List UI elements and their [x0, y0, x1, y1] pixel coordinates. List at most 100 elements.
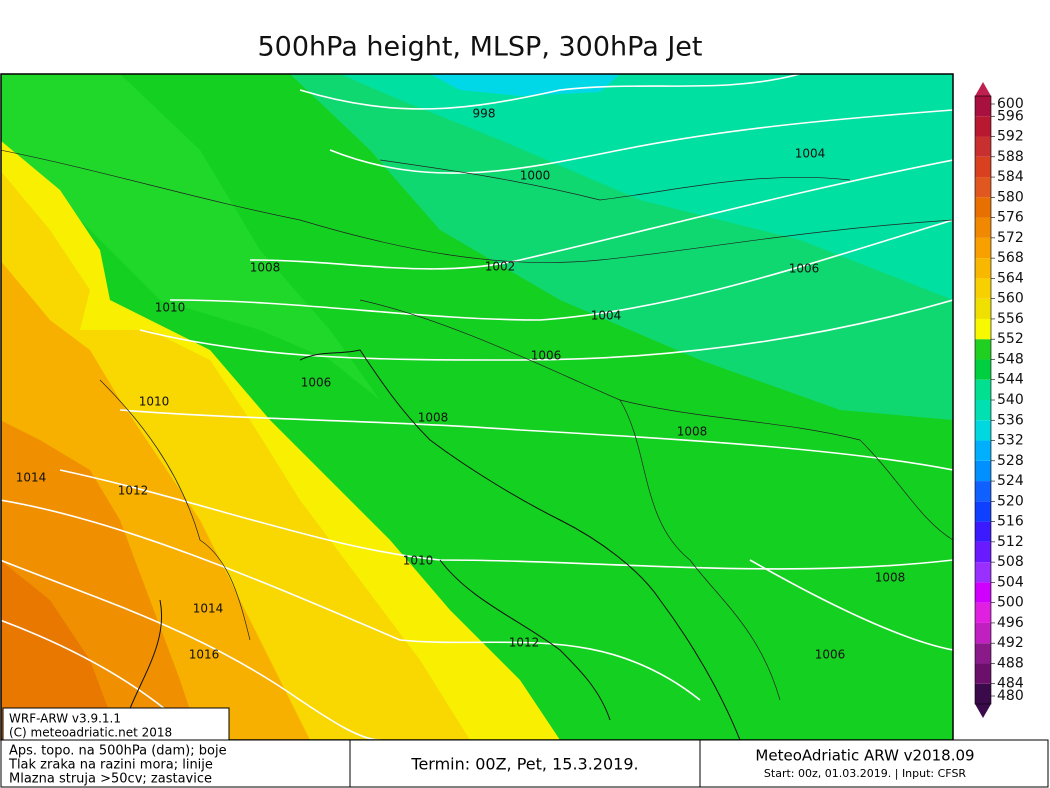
colorbar-swatch: [975, 177, 991, 198]
colorbar-arrow-top: [975, 82, 991, 96]
colorbar-label: 516: [997, 514, 1024, 530]
isobar-label: 1004: [795, 147, 826, 161]
isobar-label: 1008: [250, 261, 281, 275]
colorbar-label: 480: [997, 688, 1024, 704]
field-teal: [340, 74, 953, 300]
colorbar-swatch: [975, 278, 991, 299]
border: [1, 149, 953, 263]
isobar: [59, 469, 953, 570]
isobar-label: 1006: [531, 349, 562, 363]
isobar-label: 1010: [403, 554, 434, 568]
model-version: WRF-ARW v3.9.1.1: [9, 712, 121, 726]
isobar: [119, 409, 953, 471]
colorbar-swatch: [975, 562, 991, 583]
colorbar-swatch: [975, 440, 991, 461]
colorbar-label: 576: [997, 210, 1024, 226]
colorbar-swatch: [975, 521, 991, 542]
isobar: [299, 74, 801, 110]
colorbar-label: 580: [997, 189, 1024, 205]
map-field: [1, 74, 953, 740]
colorbar-label: 596: [997, 108, 1024, 124]
isobar-label: 1008: [677, 425, 708, 439]
colorbar-swatch: [975, 96, 991, 117]
coastline: [299, 349, 741, 740]
colorbar-swatch: [975, 481, 991, 502]
isobar-label: 998: [473, 107, 496, 121]
isobar-label: 1014: [193, 602, 224, 616]
colorbar-label: 584: [997, 169, 1024, 185]
colorbar-swatch: [975, 582, 991, 603]
isobar: [749, 559, 953, 651]
colorbar-swatch: [975, 602, 991, 623]
product-name: MeteoAdriatic ARW v2018.09: [755, 747, 974, 765]
colorbar-label: 564: [997, 270, 1024, 286]
colorbar-swatch: [975, 298, 991, 319]
border: [359, 299, 781, 701]
footer: [0, 739, 1049, 788]
colorbar-swatch: [975, 379, 991, 400]
isobar: [169, 219, 953, 321]
colorbar-swatch: [975, 217, 991, 238]
colorbar-label: 484: [997, 676, 1024, 692]
isobar-labels: 998 1000 1004 1002 1006 1008 1010 1004 1006 1006 1…: [16, 107, 906, 662]
colorbar-label: 548: [997, 351, 1024, 367]
colorbar-label: 572: [997, 230, 1024, 246]
colorbar-label: 528: [997, 453, 1024, 469]
map-title: 500hPa height, MLSP, 300hPa Jet: [258, 32, 703, 63]
isobar: [329, 109, 953, 174]
colorbar-swatch: [975, 197, 991, 218]
isobar-label: 1012: [118, 484, 149, 498]
run-info: Start: 00z, 01.03.2019. | Input: CFSR: [764, 767, 966, 780]
colorbar-swatch: [975, 237, 991, 259]
colorbar-swatch: [975, 663, 991, 684]
isobar-label: 1006: [789, 262, 820, 276]
valid-time: Termin: 00Z, Pet, 15.3.2019.: [410, 755, 638, 774]
colorbar-swatch: [975, 622, 991, 644]
colorbar-label: 524: [997, 473, 1024, 489]
colorbar-label: 556: [997, 311, 1024, 327]
isobar-label: 1014: [16, 471, 47, 485]
colorbar-label: 588: [997, 149, 1024, 165]
isobar: [1, 499, 701, 701]
model-box: [2, 707, 230, 741]
isobar-label: 1010: [139, 395, 170, 409]
colorbar-swatch: [975, 400, 991, 421]
colorbar-arrow-bottom: [975, 704, 991, 718]
colorbar-swatch: [975, 136, 991, 157]
isobar-label: 1012: [509, 636, 540, 650]
border: [379, 159, 851, 201]
isobar-label: 1010: [155, 301, 186, 315]
colorbar-label: 532: [997, 433, 1024, 449]
colorbar-swatch: [975, 116, 991, 137]
colorbar-label: 540: [997, 392, 1024, 408]
isobar: [139, 299, 953, 361]
colorbar-swatch: [975, 460, 991, 482]
colorbar-label: 520: [997, 493, 1024, 509]
isobar: [1, 559, 381, 740]
colorbar-swatch: [975, 339, 991, 360]
colorbar-label: 536: [997, 412, 1024, 428]
isobar-label: 1008: [875, 571, 906, 585]
colorbar-swatch: [975, 541, 991, 563]
colorbar-label: 500: [997, 595, 1024, 611]
coastline: [439, 559, 611, 721]
colorbar-swatch: [975, 156, 991, 178]
colorbar-label: 488: [997, 655, 1024, 671]
colorbar-label: 504: [997, 574, 1024, 590]
isobar: [249, 159, 953, 270]
legend-line: Mlazna struja >50cv; zastavice: [9, 772, 212, 787]
colorbar-label: 560: [997, 291, 1024, 307]
isobar-label: 1016: [189, 648, 220, 662]
colorbar-swatch: [975, 258, 991, 279]
colorbar-swatch: [975, 420, 991, 441]
isobar-label: 1008: [418, 411, 449, 425]
colorbar-swatch: [975, 318, 991, 340]
field-cyan: [430, 74, 620, 96]
colorbar-swatch: [975, 359, 991, 380]
copyright: (C) meteoadriatic.net 2018: [9, 726, 172, 740]
field-green-light: [1, 74, 380, 400]
isobar-label: 1002: [485, 260, 516, 274]
